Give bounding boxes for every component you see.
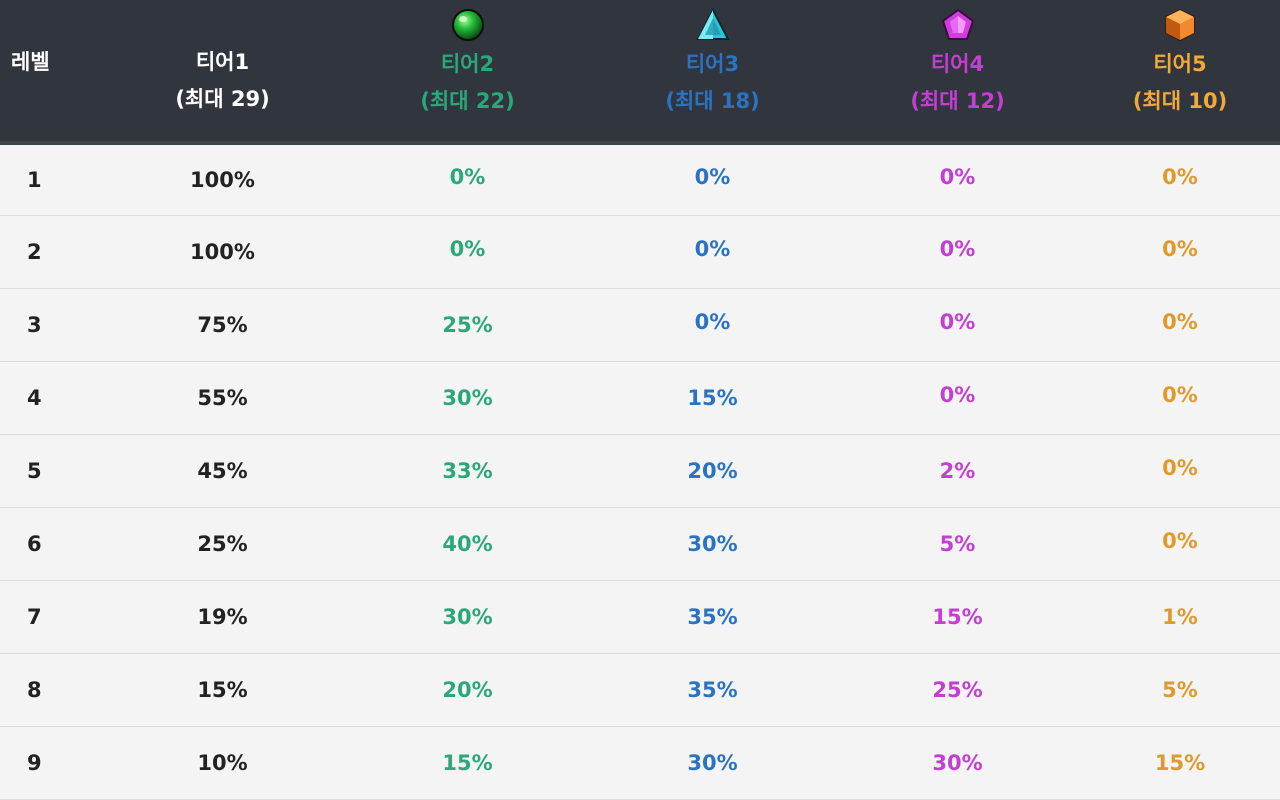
level-cell: 7 [27, 604, 42, 629]
table-row: 4 55% 30% 15% 0% 0% [0, 361, 1280, 434]
tier3-cell: 0% [694, 164, 731, 189]
tier3-cell: 0% [694, 236, 731, 261]
tier3-name: 티어3 [685, 52, 740, 76]
tier4-max: (최대 12) [910, 89, 1005, 113]
table-row: 7 19% 30% 35% 15% 1% [0, 580, 1280, 653]
level-column-header: 레벨 [0, 0, 100, 145]
tier1-cell: 100% [190, 167, 255, 192]
tier5-cell: 15% [1154, 750, 1206, 775]
level-cell: 9 [27, 750, 42, 775]
tier2-cell: 20% [442, 677, 493, 702]
tier4-column-header: 티어4 (최대 12) [835, 0, 1080, 145]
table-row: 6 25% 40% 30% 5% 0% [0, 507, 1280, 580]
header-row: 레벨 티어1 (최대 29) 티어2 [0, 0, 1280, 145]
table-row: 2 100% 0% 0% 0% 0% [0, 215, 1280, 288]
cyan-triangle-gem-icon [695, 8, 730, 40]
tier5-max: (최대 10) [1132, 89, 1228, 113]
level-cell: 1 [27, 167, 42, 192]
tier5-cell: 5% [1162, 677, 1198, 702]
tier2-cell: 0% [449, 164, 486, 189]
tier4-name: 티어4 [930, 52, 985, 76]
level-cell: 3 [27, 312, 42, 337]
magenta-pentagon-gem-icon [941, 8, 974, 40]
tier2-name: 티어2 [440, 52, 495, 76]
tier3-cell: 30% [687, 750, 738, 775]
tier2-max: (최대 22) [420, 89, 515, 113]
tier1-cell: 10% [197, 750, 248, 775]
tier5-cell: 0% [1162, 236, 1198, 261]
tier5-cell: 0% [1162, 455, 1198, 480]
table-row: 9 10% 15% 30% 30% 15% [0, 726, 1280, 799]
tier2-cell: 30% [442, 385, 493, 410]
table-row: 5 45% 33% 20% 2% 0% [0, 434, 1280, 507]
tier1-cell: 15% [197, 677, 248, 702]
tier2-cell: 0% [449, 236, 486, 261]
tier1-cell: 19% [197, 604, 248, 629]
tier1-max: (최대 29) [175, 87, 270, 111]
tier2-column-header: 티어2 (최대 22) [345, 0, 590, 145]
tier4-cell: 5% [939, 531, 976, 556]
tier2-cell: 25% [442, 312, 493, 337]
tier3-cell: 20% [687, 458, 738, 483]
table-row: 8 15% 20% 35% 25% 5% [0, 653, 1280, 726]
tier3-max: (최대 18) [665, 89, 760, 113]
tier3-cell: 30% [687, 531, 738, 556]
tier5-name: 티어5 [1153, 52, 1207, 76]
tier3-cell: 35% [687, 677, 738, 702]
tier3-cell: 35% [687, 604, 738, 629]
tier1-cell: 45% [197, 458, 248, 483]
level-cell: 4 [27, 385, 42, 410]
tier1-column-header: 티어1 (최대 29) [100, 0, 345, 145]
tier5-cell: 0% [1162, 382, 1198, 407]
level-cell: 6 [27, 531, 42, 556]
tier1-cell: 75% [197, 312, 248, 337]
level-cell: 2 [27, 239, 42, 264]
tier3-cell: 0% [694, 309, 731, 334]
tier4-cell: 0% [939, 236, 976, 261]
level-cell: 5 [27, 458, 42, 483]
tier4-cell: 30% [932, 750, 983, 775]
tier1-cell: 100% [190, 239, 255, 264]
table-body: 1 100% 0% 0% 0% 0% 2 100% 0% 0% 0% 0% 3 75% 25% 0% 0% 0% 4… [0, 143, 1280, 799]
tier2-cell: 15% [442, 750, 493, 775]
tier1-cell: 25% [197, 531, 248, 556]
tier2-cell: 30% [442, 604, 493, 629]
tier1-cell: 55% [197, 385, 248, 410]
tier3-column-header: 티어3 (최대 18) [590, 0, 835, 145]
tier4-cell: 15% [932, 604, 983, 629]
tier5-cell: 1% [1162, 604, 1198, 629]
level-cell: 8 [27, 677, 42, 702]
tier2-cell: 33% [442, 458, 493, 483]
tier2-cell: 40% [442, 531, 493, 556]
tier4-cell: 0% [939, 382, 976, 407]
tier5-cell: 0% [1162, 528, 1198, 553]
tier1-name: 티어1 [195, 50, 250, 74]
tier5-column-header: 티어5 (최대 10) [1080, 0, 1280, 145]
table-row: 3 75% 25% 0% 0% 0% [0, 288, 1280, 361]
tier4-cell: 2% [939, 458, 976, 483]
green-orb-icon [451, 9, 484, 41]
tier3-cell: 15% [687, 385, 738, 410]
tier4-cell: 0% [939, 164, 976, 189]
orange-cube-gem-icon [1165, 8, 1195, 42]
tier4-cell: 0% [939, 309, 976, 334]
table-row: 1 100% 0% 0% 0% 0% [0, 143, 1280, 215]
tier5-cell: 0% [1162, 309, 1198, 334]
tier5-cell: 0% [1162, 164, 1198, 189]
tier4-cell: 25% [932, 677, 983, 702]
